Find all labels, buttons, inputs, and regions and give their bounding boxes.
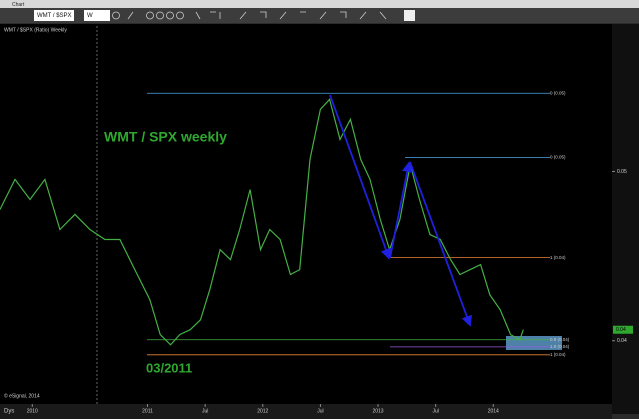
- fib-label: 0.9 (0.04): [550, 337, 570, 342]
- price-axis: [612, 24, 639, 414]
- plot: 0.04 0.05 2010 2011 Jul 2012 Jul 2013 Jul 2014 0 (…: [0, 90, 633, 414]
- chart-annotation: WMT / SPX weekly: [104, 129, 227, 145]
- chart-subtitle: WMT / $SPX (Ratio) Weekly: [4, 27, 67, 33]
- x-tick-label: Jul: [432, 408, 438, 414]
- last-value-label: 0.04: [616, 327, 626, 333]
- x-tick-label: 2012: [257, 408, 268, 414]
- title-bar: [0, 0, 639, 8]
- y-tick-label: 0.05: [617, 169, 627, 175]
- symbol-box[interactable]: [34, 10, 74, 21]
- copyright: © eSignal, 2014: [4, 392, 40, 399]
- interval-box[interactable]: [84, 10, 110, 21]
- x-tick-label: 2010: [27, 408, 38, 414]
- price-line: [0, 98, 524, 346]
- fib-label: 1.0 (0.04): [550, 344, 570, 349]
- x-tick-label: 2011: [142, 408, 153, 414]
- x-tick-label: Jul: [317, 408, 323, 414]
- wave-arrows: [329, 94, 472, 327]
- last-value-box: [613, 325, 633, 334]
- fib-label: 0 (0.05): [550, 155, 566, 160]
- x-tick-label: 2013: [372, 408, 383, 414]
- corner-label: Dys: [4, 409, 14, 415]
- fib-label: 0 (0.05): [550, 90, 566, 95]
- toolbar-icons[interactable]: [112, 11, 387, 20]
- fib-label: 1 (0.04): [550, 255, 566, 260]
- symbol[interactable]: WMT / $SPX: [37, 13, 72, 19]
- x-tick-label: Jul: [202, 408, 208, 414]
- y-tick-label: 0.04: [617, 338, 627, 344]
- time-axis: [0, 404, 612, 419]
- fib-label: 1 (0.04): [550, 352, 566, 357]
- u-button[interactable]: [404, 10, 415, 21]
- interval[interactable]: W: [87, 13, 93, 19]
- chart-annotation: 03/2011: [146, 360, 192, 375]
- x-tick-label: 2014: [488, 408, 499, 414]
- window-title: Chart: [12, 2, 25, 8]
